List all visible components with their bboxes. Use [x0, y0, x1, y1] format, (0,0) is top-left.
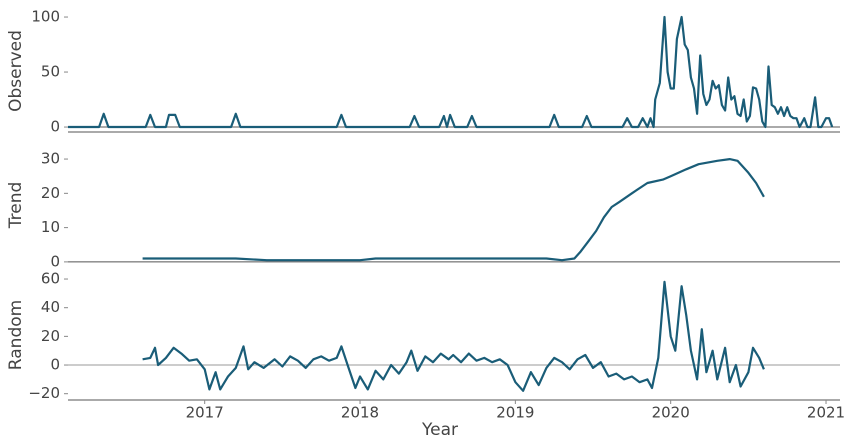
y-tick-label: −20 [28, 384, 60, 402]
x-tick-label: 2020 [652, 404, 690, 422]
y-tick-label: 40 [41, 298, 60, 316]
y-axis-label: Trend [6, 182, 26, 230]
x-tick-label: 2021 [807, 404, 845, 422]
x-tick-label: 2019 [496, 404, 534, 422]
y-tick-label: 20 [41, 327, 60, 345]
series-line [68, 15, 834, 129]
series-line [142, 158, 765, 262]
series-line [142, 280, 765, 392]
y-tick-label: 0 [50, 356, 60, 374]
y-tick-label: 20 [41, 184, 60, 202]
y-tick-label: 0 [50, 252, 60, 270]
y-tick-label: 30 [41, 150, 60, 168]
x-tick-label: 2017 [186, 404, 224, 422]
y-axis-label: Random [6, 300, 26, 370]
y-tick-label: 50 [41, 63, 60, 81]
y-tick-label: 10 [41, 218, 60, 236]
x-axis-label: Year [421, 420, 458, 440]
y-tick-label: 100 [31, 8, 60, 26]
x-tick-label: 2018 [341, 404, 379, 422]
y-axis-label: Observed [6, 30, 26, 112]
y-tick-label: 60 [41, 270, 60, 288]
y-tick-label: 0 [50, 118, 60, 136]
